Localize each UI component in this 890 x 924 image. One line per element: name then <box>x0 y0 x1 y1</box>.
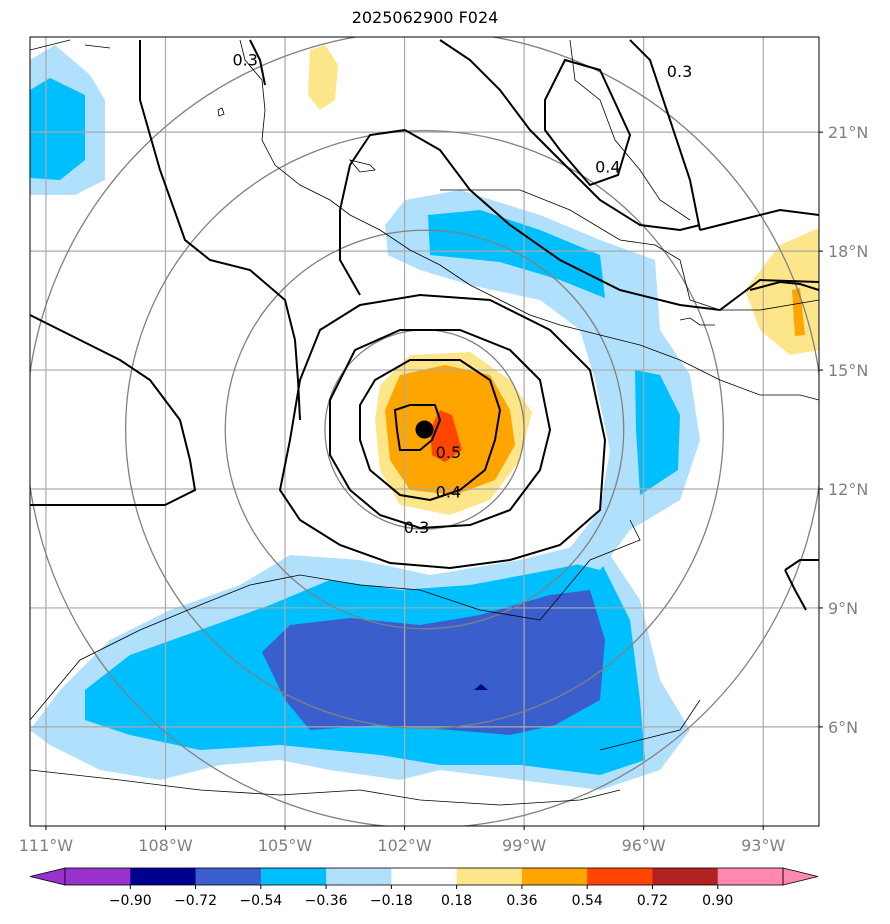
colorbar-tick-label: −0.54 <box>239 893 282 909</box>
negative-anomaly-fill <box>30 45 700 790</box>
longitude-tick-labels: 111°W 108°W 105°W 102°W 99°W 96°W 93°W <box>19 826 785 855</box>
colorbar-segment <box>652 868 719 885</box>
colorbar-tick-label: −0.36 <box>305 893 348 909</box>
colorbar-segment <box>587 868 653 885</box>
y-tick-label: 15°N <box>828 361 868 380</box>
range-ring <box>224 229 625 630</box>
colorbar-tick-label: −0.18 <box>370 893 413 909</box>
colorbar-segment <box>130 868 197 885</box>
colorbar-tick-label: 0.90 <box>702 893 733 909</box>
x-tick-label: 99°W <box>502 836 546 855</box>
y-tick-label: 6°N <box>828 718 858 737</box>
contour-label: 0.3 <box>667 62 692 81</box>
colorbar: −0.90 −0.72 −0.54 −0.36 −0.18 0.18 0.36 0.54 0.7… <box>29 867 819 909</box>
y-tick-label: 12°N <box>828 480 868 499</box>
colorbar-extend-low <box>29 867 66 886</box>
colorbar-tick-label: −0.90 <box>109 893 152 909</box>
colorbar-segment <box>260 868 327 885</box>
coastline <box>30 39 819 806</box>
colorbar-tick-label: 0.18 <box>441 893 472 909</box>
x-tick-label: 96°W <box>622 836 666 855</box>
colorbar-segment <box>65 868 131 885</box>
contour-label: 0.5 <box>436 443 461 462</box>
contour-label: 0.4 <box>595 157 620 176</box>
colorbar-segment <box>195 868 262 885</box>
y-tick-label: 21°N <box>828 123 868 142</box>
colorbar-segment <box>521 868 588 885</box>
colorbar-tick-label: 0.36 <box>506 893 537 909</box>
colorbar-segment <box>717 868 784 885</box>
contour-label: 0.4 <box>436 482 461 501</box>
contour-label: 0.3 <box>232 50 257 69</box>
latitude-tick-labels: 6°N 9°N 12°N 15°N 18°N 21°N <box>819 123 868 737</box>
colorbar-tick-label: 0.54 <box>572 893 603 909</box>
x-tick-label: 108°W <box>138 836 193 855</box>
y-tick-label: 18°N <box>828 242 868 261</box>
contour-lines <box>30 39 819 611</box>
x-tick-label: 105°W <box>258 836 313 855</box>
colorbar-tick-label: −0.72 <box>174 893 217 909</box>
map-title: 2025062900 F024 <box>351 8 499 27</box>
y-tick-label: 9°N <box>828 599 858 618</box>
storm-center-marker <box>415 420 434 439</box>
x-tick-label: 111°W <box>19 836 74 855</box>
x-tick-label: 93°W <box>741 836 785 855</box>
colorbar-tick-label: 0.72 <box>637 893 668 909</box>
range-ring <box>124 130 725 730</box>
colorbar-extend-high <box>782 867 819 886</box>
colorbar-segment <box>391 868 458 885</box>
colorbar-segment <box>326 868 392 885</box>
colorbar-frame <box>64 867 784 886</box>
map-frame <box>29 36 820 827</box>
contour-labels: 0.3 0.3 0.4 0.5 0.4 0.3 <box>232 50 692 537</box>
contour-label: 0.3 <box>404 518 429 537</box>
colorbar-segment <box>456 868 523 885</box>
x-tick-label: 102°W <box>377 836 432 855</box>
